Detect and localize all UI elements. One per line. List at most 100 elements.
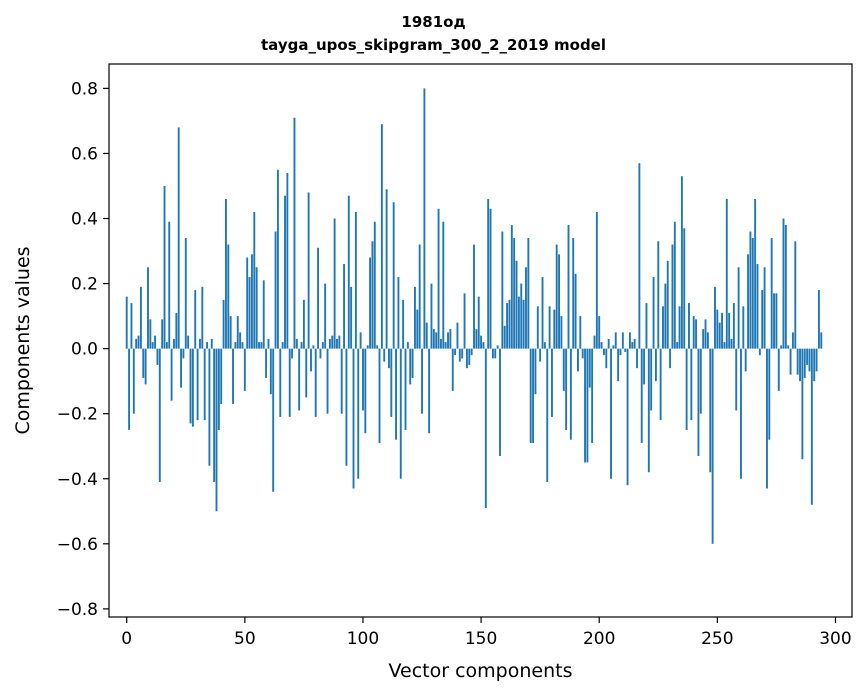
bar	[503, 325, 506, 349]
y-axis: −0.8 −0.6 −0.4 −0.2 0.0 0.2 0.4 0.6 0.8	[57, 79, 109, 620]
bar	[796, 348, 799, 375]
bar	[137, 335, 140, 349]
bar	[130, 303, 133, 349]
bar	[191, 348, 194, 427]
bar	[135, 338, 138, 349]
bar	[463, 293, 466, 349]
bar	[695, 319, 698, 349]
bar	[640, 348, 643, 443]
bar	[740, 348, 742, 479]
bar	[333, 218, 336, 349]
bar	[801, 348, 804, 460]
bar	[636, 348, 638, 369]
bar	[784, 225, 787, 349]
bar	[128, 348, 131, 430]
bar	[714, 286, 716, 349]
bar	[565, 348, 568, 430]
bar	[284, 195, 286, 349]
bar	[499, 348, 501, 456]
bar	[371, 241, 374, 349]
bar	[194, 290, 197, 349]
bar	[232, 348, 234, 404]
bar	[465, 348, 468, 369]
bar	[789, 348, 792, 375]
bar	[758, 348, 761, 356]
bar	[704, 319, 707, 349]
bar	[482, 342, 485, 349]
bar	[470, 348, 473, 356]
bar	[766, 348, 768, 489]
bar	[281, 342, 284, 349]
bar	[669, 348, 672, 369]
bar	[293, 117, 296, 349]
bar	[477, 296, 480, 349]
bar	[444, 342, 447, 349]
bar	[291, 348, 294, 359]
bar	[359, 332, 362, 349]
bar	[709, 348, 712, 473]
bar	[747, 254, 749, 349]
bar	[815, 348, 818, 372]
bar	[666, 260, 669, 349]
bar	[541, 277, 544, 349]
bar	[671, 244, 674, 349]
bar	[690, 348, 693, 421]
bar	[338, 335, 341, 349]
bar	[803, 348, 806, 378]
bar	[527, 238, 530, 349]
bar	[399, 348, 402, 479]
bar	[728, 312, 731, 349]
bar	[439, 338, 442, 349]
y-tick-label: 0.4	[71, 210, 98, 230]
bar	[300, 342, 303, 349]
bar	[236, 316, 239, 349]
bar	[560, 316, 563, 349]
bar	[647, 348, 650, 473]
bar	[473, 244, 475, 349]
bar	[362, 348, 364, 411]
bar	[328, 338, 331, 349]
bar	[619, 348, 622, 356]
bar	[142, 348, 145, 378]
bar	[756, 264, 759, 349]
bar	[716, 309, 719, 349]
bar	[723, 342, 726, 349]
bar	[421, 348, 423, 414]
bar	[787, 345, 790, 349]
bar	[813, 348, 816, 382]
bar	[139, 286, 142, 349]
bar	[652, 277, 655, 349]
bar	[688, 303, 690, 349]
bar	[692, 316, 695, 349]
bar	[196, 348, 199, 421]
bar	[184, 238, 187, 349]
bar	[654, 348, 657, 382]
bar	[683, 228, 686, 349]
bar	[520, 283, 523, 349]
bar	[154, 335, 157, 349]
bar	[763, 267, 766, 349]
bar	[607, 338, 610, 349]
bar	[302, 299, 305, 349]
bar	[414, 286, 416, 349]
bar	[577, 348, 579, 372]
bar	[253, 212, 256, 349]
bar	[595, 212, 598, 349]
bar	[496, 345, 499, 349]
bar	[390, 348, 393, 417]
bar	[574, 273, 577, 349]
bar	[494, 348, 497, 359]
x-tick-label: 300	[819, 629, 851, 649]
bar	[324, 283, 327, 349]
bar	[201, 286, 204, 349]
bar	[522, 299, 525, 349]
chart-title: 1981од	[401, 13, 466, 31]
bar	[425, 322, 428, 349]
bar	[551, 348, 553, 417]
bar	[751, 238, 754, 349]
bar	[357, 348, 360, 479]
bar	[260, 342, 263, 349]
bar	[711, 348, 714, 544]
bar	[222, 299, 225, 349]
